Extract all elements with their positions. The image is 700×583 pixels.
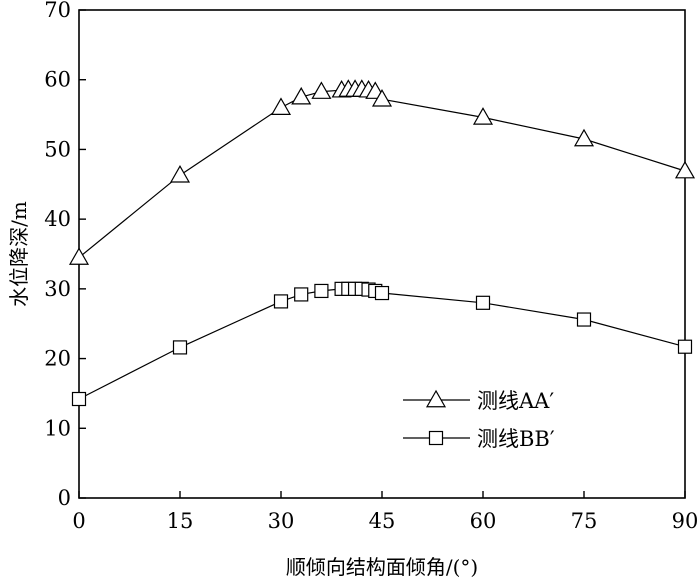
legend-label: 测线AA′ [477,389,554,413]
square-marker [294,287,309,302]
x-tick-label: 75 [571,509,598,533]
x-tick-label: 45 [369,509,396,533]
square-marker [314,283,329,299]
triangle-marker [270,97,292,115]
x-tick-label: 90 [672,509,699,533]
series-line [78,88,686,258]
square-marker [475,295,491,310]
triangle-marker [573,128,595,147]
square-marker [71,391,87,407]
triangle-marker [674,160,696,179]
legend-item: 测线AA′ [403,389,554,413]
x-tick-label: 60 [470,509,497,533]
series-1 [68,79,696,265]
square-marker [428,430,444,446]
triangle-marker [425,389,447,408]
x-tick-label: 15 [167,509,194,533]
square-marker [273,294,289,309]
y-tick-label: 10 [44,416,71,440]
legend: 测线AA′ 测线BB′ [403,389,555,451]
triangle-marker [68,247,90,265]
triangle-marker [472,107,494,125]
triangle-marker [311,81,332,99]
axes: 0 15 30 45 60 75 90 0 10 20 30 40 50 60 70 [44,0,698,533]
square-marker [172,340,188,355]
y-axis-label: 水位降深/m [7,201,31,307]
y-tick-label: 60 [44,68,71,92]
y-tick-label: 70 [44,0,71,22]
triangle-marker [169,165,191,183]
x-tick-label: 0 [72,509,85,533]
x-tick-label: 30 [268,509,295,533]
plot-frame [78,9,686,499]
triangle-marker [371,89,393,107]
square-marker [677,339,693,354]
y-tick-label: 30 [44,277,71,301]
y-tick-label: 40 [44,207,71,231]
series-line [78,288,686,400]
y-tick-label: 50 [44,137,71,161]
square-marker [374,285,390,301]
x-axis-label: 顺倾向结构面倾角/(°) [286,555,478,579]
series-layer [68,79,696,407]
y-tick-label: 20 [44,347,71,371]
y-tick-label: 0 [58,486,71,510]
series-2 [71,281,693,407]
square-marker [576,312,592,327]
legend-label: 测线BB′ [477,427,555,451]
legend-item: 测线BB′ [403,427,555,451]
triangle-marker [291,86,312,105]
